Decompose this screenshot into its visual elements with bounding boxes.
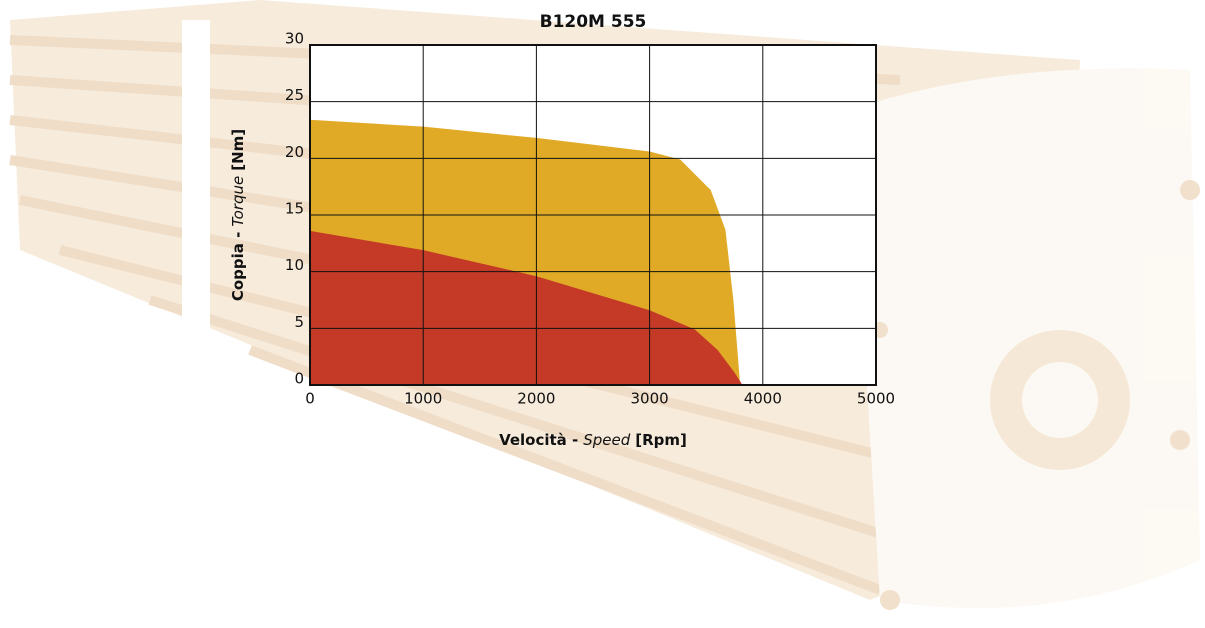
y-label-part: Coppia - <box>229 232 247 302</box>
plot-frame <box>309 44 877 386</box>
x-tick-label: 4000 <box>744 390 782 408</box>
x-tick-label: 2000 <box>517 390 555 408</box>
x-tick-label: 3000 <box>631 390 669 408</box>
x-axis-label: Velocità - Speed [Rpm] <box>499 431 687 449</box>
y-tick-label: 25 <box>285 86 304 104</box>
x-tick-label: 0 <box>305 390 315 408</box>
y-tick-label: 30 <box>285 30 304 48</box>
x-tick-label: 1000 <box>404 390 442 408</box>
x-tick-label: 5000 <box>857 390 895 408</box>
y-label-part: Torque <box>229 176 247 227</box>
y-tick-label: 5 <box>294 313 304 331</box>
y-axis-label: Coppia - Torque [Nm] <box>229 129 247 301</box>
y-tick-label: 10 <box>285 256 304 274</box>
y-tick-label: 20 <box>285 143 304 161</box>
y-tick-label: 15 <box>285 200 304 218</box>
x-label-part: Speed <box>583 431 631 449</box>
y-label-part: [Nm] <box>229 129 247 171</box>
chart-title: B120M 555 <box>540 12 647 32</box>
area <box>310 230 743 385</box>
x-label-part: Velocità - <box>499 431 578 449</box>
x-label-part: [Rpm] <box>635 431 687 449</box>
y-tick-label: 0 <box>294 370 304 388</box>
